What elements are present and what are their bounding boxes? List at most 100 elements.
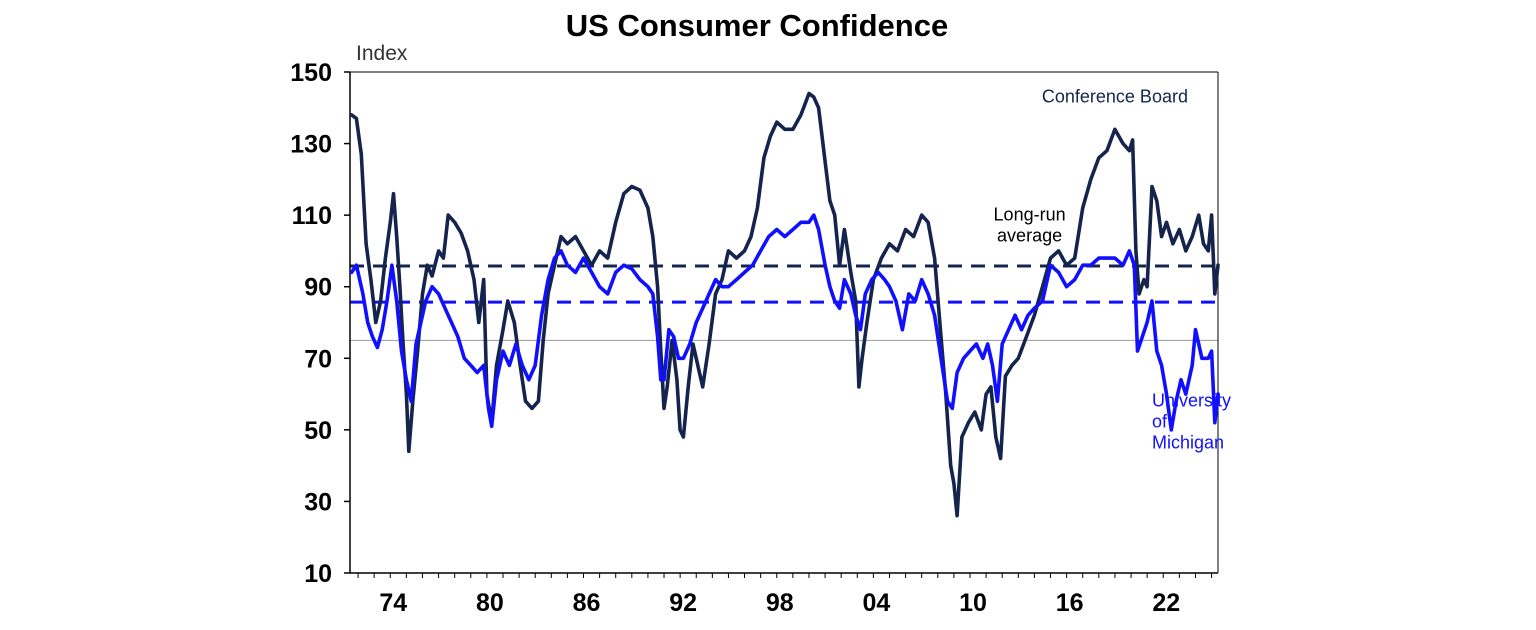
data-point [792, 128, 794, 131]
data-point [400, 350, 403, 352]
data-point [395, 300, 398, 302]
data-point [858, 386, 860, 388]
annotation-university-of-michigan: of [1152, 412, 1168, 432]
data-point [940, 357, 942, 360]
data-point [1151, 300, 1153, 302]
data-point [560, 235, 562, 238]
data-point [677, 357, 680, 360]
data-point [426, 264, 429, 267]
data-point [743, 271, 746, 274]
data-point [355, 117, 358, 120]
data-point [849, 293, 852, 295]
data-point [381, 328, 384, 331]
data-point [366, 321, 369, 324]
data-point [1133, 264, 1136, 267]
data-point [812, 214, 815, 217]
data-point [1114, 128, 1116, 131]
data-point [482, 278, 485, 281]
data-point [838, 307, 841, 310]
data-point [695, 321, 698, 324]
data-point [476, 371, 479, 374]
data-point [391, 264, 393, 267]
data-point [999, 457, 1002, 460]
data-point [888, 285, 891, 288]
data-point [973, 411, 976, 413]
data-point [1128, 149, 1131, 152]
data-point [1191, 235, 1194, 238]
data-point [1138, 293, 1140, 295]
data-point [379, 300, 382, 302]
data-point [1178, 228, 1181, 231]
data-point [1155, 199, 1158, 202]
data-point [783, 235, 786, 238]
data-point [1041, 300, 1044, 302]
data-point [927, 221, 929, 224]
data-point [854, 314, 857, 317]
data-point [1081, 264, 1084, 267]
data-point [630, 267, 633, 270]
data-point [1033, 307, 1036, 310]
data-point [362, 293, 364, 295]
data-point [656, 285, 659, 288]
data-point [442, 257, 445, 259]
data-point [920, 278, 923, 281]
data-point [688, 343, 691, 345]
data-point [994, 436, 997, 438]
data-point [1135, 250, 1137, 252]
data-point [808, 92, 810, 95]
data-point [743, 250, 746, 252]
data-point [463, 357, 466, 360]
data-point [1065, 264, 1068, 267]
annotation-university-of-michigan: Michigan [1152, 433, 1224, 453]
data-point [829, 199, 831, 202]
data-point [647, 285, 649, 288]
data-point [1180, 378, 1182, 381]
data-point [424, 300, 427, 302]
data-point [991, 364, 994, 367]
data-point [901, 328, 904, 331]
data-point [912, 235, 915, 238]
x-tick-label: 04 [862, 589, 890, 617]
data-point [1057, 250, 1060, 252]
data-point [370, 278, 372, 281]
data-point [843, 278, 846, 281]
chart-title: US Consumer Confidence [566, 8, 948, 43]
data-point [833, 300, 836, 302]
data-point [537, 400, 540, 403]
data-point [956, 371, 958, 374]
data-point [933, 314, 936, 317]
data-point [1041, 285, 1044, 288]
data-point [668, 328, 670, 331]
data-point [598, 285, 601, 288]
data-point [883, 278, 886, 281]
data-point [490, 425, 493, 428]
data-point [521, 364, 524, 367]
data-point [420, 321, 422, 324]
data-point [374, 321, 377, 324]
data-point [531, 407, 533, 410]
data-point [506, 300, 509, 302]
data-point [1160, 235, 1163, 238]
data-point [1151, 185, 1153, 188]
data-point [767, 235, 770, 238]
data-point [1057, 271, 1060, 274]
data-point [775, 228, 778, 231]
data-point [866, 321, 868, 324]
y-tick-label: 130 [290, 131, 332, 159]
data-point [1131, 139, 1134, 141]
data-point [982, 357, 984, 360]
data-point [560, 250, 562, 252]
data-point [1202, 242, 1205, 245]
data-point [639, 278, 641, 281]
data-point [756, 207, 759, 209]
data-point [1143, 278, 1145, 281]
data-point [946, 400, 949, 403]
data-point [437, 250, 440, 252]
data-point [1081, 207, 1084, 209]
data-point [1017, 357, 1020, 360]
data-point [880, 257, 883, 259]
data-point [817, 106, 820, 109]
data-point [859, 328, 862, 331]
data-point [896, 250, 899, 252]
data-point [466, 250, 469, 252]
